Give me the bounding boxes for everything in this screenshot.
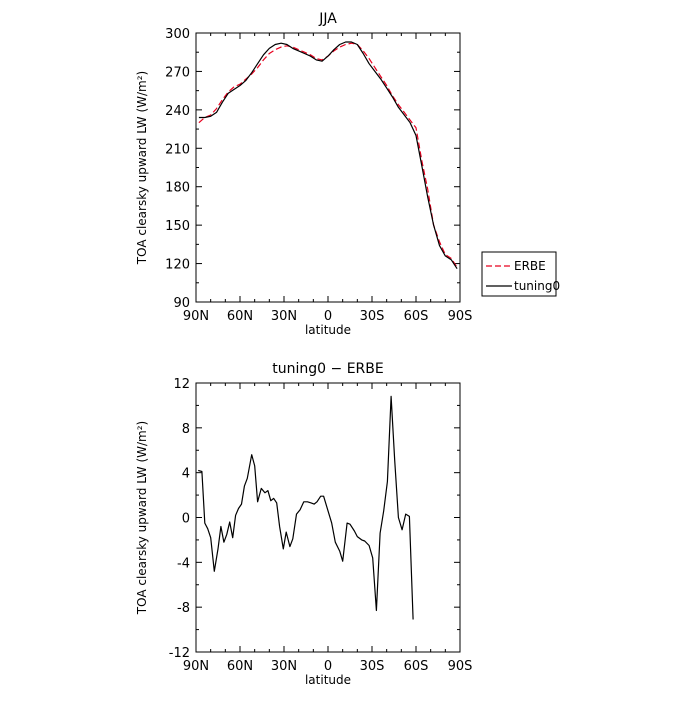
x-tick-label: 60S <box>404 659 429 674</box>
series-line-erbe <box>198 42 458 268</box>
y-tick-label: 240 <box>165 104 190 119</box>
chart-title: tuning0 − ERBE <box>272 361 383 377</box>
y-tick-label: -8 <box>177 601 190 616</box>
x-axis-label: latitude <box>305 323 351 337</box>
y-tick-label: 270 <box>165 65 190 80</box>
legend-label-tuning0: tuning0 <box>514 279 560 293</box>
x-tick-label: 30S <box>360 309 385 324</box>
series-line-difference <box>198 395 414 620</box>
plot-frame <box>195 32 461 303</box>
legend-box <box>481 251 557 297</box>
y-tick-label: -12 <box>169 646 190 661</box>
x-tick-label: 0 <box>324 309 332 324</box>
y-tick-label: 0 <box>182 512 190 527</box>
y-tick-label: 210 <box>165 142 190 157</box>
y-tick-label: 90 <box>173 296 190 311</box>
y-tick-label: 150 <box>165 219 190 234</box>
chart-title: JJA <box>318 11 337 27</box>
y-tick-label: 300 <box>165 27 190 42</box>
x-axis-label: latitude <box>305 673 351 687</box>
series-line-tuning0 <box>198 41 458 270</box>
x-tick-label: 60N <box>227 309 253 324</box>
x-tick-label: 90N <box>183 309 209 324</box>
x-tick-label: 60N <box>227 659 253 674</box>
chart-panel-2: tuning0 − ERBE 90N 60N 30N 0 30S 60S 90S -12 -8 -4… <box>135 361 472 687</box>
x-tick-label: 60S <box>404 309 429 324</box>
x-tick-label: 90S <box>448 309 473 324</box>
x-tick-label: 30S <box>360 659 385 674</box>
x-tick-label: 30N <box>271 309 297 324</box>
x-tick-label: 0 <box>324 659 332 674</box>
y-tick-label: -4 <box>177 556 190 571</box>
y-tick-label: 8 <box>182 422 190 437</box>
legend-label-erbe: ERBE <box>514 259 546 273</box>
y-tick-label: 120 <box>165 258 190 273</box>
y-tick-label: 12 <box>173 377 190 392</box>
y-tick-label: 180 <box>165 181 190 196</box>
chart-panel-1: JJA 90N 60N 30N 0 30S 60S 90S 90 120 150 180 210 240 2… <box>135 11 560 337</box>
y-axis-label: TOA clearsky upward LW (W/m²) <box>135 71 149 265</box>
x-tick-label: 90S <box>448 659 473 674</box>
x-tick-label: 90N <box>183 659 209 674</box>
y-tick-label: 4 <box>182 467 190 482</box>
x-tick-label: 30N <box>271 659 297 674</box>
y-axis-label: TOA clearsky upward LW (W/m²) <box>135 421 149 615</box>
